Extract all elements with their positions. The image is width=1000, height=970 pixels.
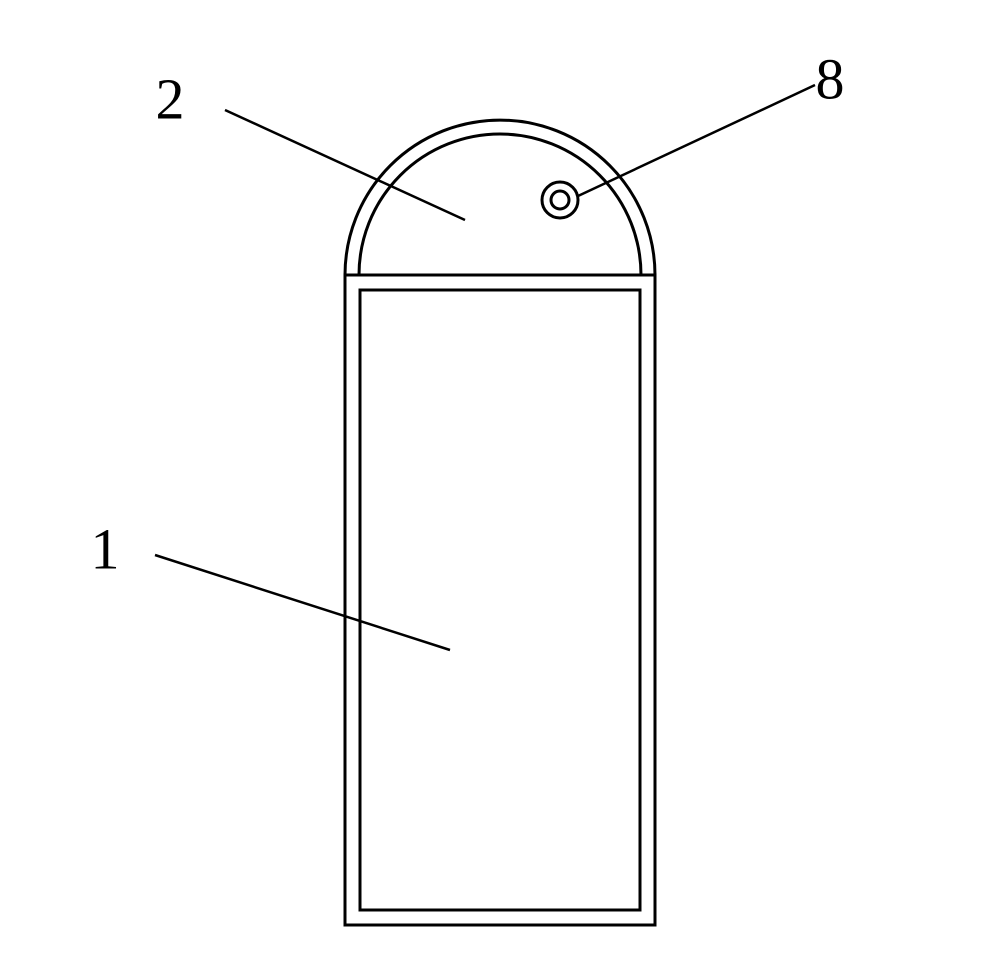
label-1: 1: [91, 516, 120, 581]
label-2: 2: [156, 66, 185, 131]
technical-diagram: 1 2 8: [0, 0, 1000, 970]
label-8: 8: [816, 46, 845, 111]
body-outer-rect: [345, 275, 655, 925]
